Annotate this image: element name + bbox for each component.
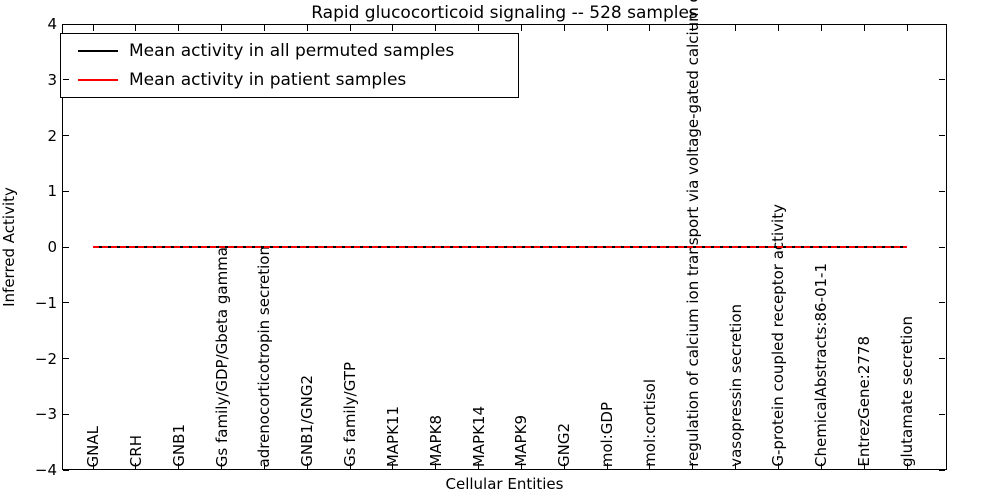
y-tick-right [939, 358, 945, 359]
y-tick-left [63, 246, 69, 248]
y-tick-left [63, 469, 69, 471]
legend-label: Mean activity in patient samples [129, 70, 407, 90]
y-tick-label: −1 [34, 293, 57, 312]
x-tick-top [906, 25, 908, 31]
x-tick-label: mol:cortisol [640, 379, 659, 467]
x-tick-bottom [135, 463, 137, 469]
x-tick-top [306, 25, 308, 31]
x-tick-bottom [178, 463, 180, 469]
y-tick-label: 0 [47, 238, 57, 256]
x-tick-top [692, 25, 694, 31]
x-tick-label: adrenocorticotropin secretion [255, 245, 274, 467]
x-tick-label: MAPK9 [512, 415, 531, 467]
x-tick-bottom [435, 463, 437, 469]
x-tick-bottom [349, 463, 351, 469]
x-tick-label: Gs family/GTP [341, 362, 360, 467]
x-tick-bottom [906, 463, 908, 469]
y-tick-label: 4 [47, 15, 57, 33]
x-tick-top [135, 25, 137, 31]
y-tick-right [939, 246, 945, 248]
chart-title: Rapid glucocorticoid signaling -- 528 sa… [311, 3, 698, 23]
legend: Mean activity in all permuted samples Mea… [60, 33, 519, 98]
y-tick-label: 2 [47, 126, 57, 145]
x-tick-bottom [263, 463, 265, 469]
x-tick-label: EntrezGene:2778 [855, 336, 874, 467]
y-tick-label: −4 [34, 461, 57, 479]
x-tick-bottom [820, 463, 822, 469]
legend-entry: Mean activity in patient samples [61, 66, 518, 95]
x-tick-label: GNG2 [555, 422, 574, 467]
x-tick-label: GNAL [84, 425, 102, 467]
x-tick-bottom [692, 463, 694, 469]
x-tick-bottom [777, 463, 779, 469]
x-tick-top [563, 25, 565, 31]
y-tick-right [939, 469, 945, 471]
series-line-patient [93, 246, 907, 248]
x-tick-label: MAPK11 [383, 405, 402, 467]
legend-line-swatch [78, 79, 118, 81]
x-tick-top [820, 25, 822, 31]
x-tick-top [392, 25, 394, 31]
x-tick-bottom [649, 463, 651, 469]
x-tick-bottom [563, 463, 565, 469]
x-tick-label: ChemicalAbstracts:86-01-1 [812, 263, 831, 467]
y-tick-right [939, 79, 945, 81]
x-tick-top [221, 25, 223, 31]
x-tick-top [178, 25, 180, 31]
x-tick-top [777, 25, 779, 31]
x-tick-label: Gs family/GDP/Gbeta gamma [212, 246, 231, 467]
x-tick-bottom [221, 463, 223, 469]
x-tick-bottom [306, 463, 308, 469]
y-tick-left [63, 302, 69, 304]
x-tick-label: mol:GDP [598, 401, 617, 467]
x-tick-top [478, 25, 480, 31]
y-tick-right [939, 23, 945, 25]
y-tick-left [63, 413, 69, 415]
legend-entry: Mean activity in all permuted samples [61, 37, 518, 66]
x-tick-top [435, 25, 437, 31]
y-tick-right [939, 135, 945, 136]
x-tick-top [92, 25, 94, 31]
x-tick-label: GNB1 [169, 424, 188, 467]
y-tick-label: 3 [47, 70, 57, 89]
y-tick-right [939, 413, 945, 415]
x-tick-bottom [478, 463, 480, 469]
x-tick-top [520, 25, 522, 31]
x-tick-bottom [735, 463, 737, 469]
x-axis-label: Cellular Entities [445, 475, 564, 493]
y-axis-label: Inferred Activity [0, 187, 18, 307]
x-tick-label: vasopressin secretion [726, 304, 745, 467]
x-tick-top [649, 25, 651, 31]
x-tick-label: G-protein coupled receptor activity [769, 204, 788, 467]
x-tick-label: MAPK8 [426, 415, 445, 467]
x-tick-top [735, 25, 737, 31]
y-tick-label: −3 [34, 405, 57, 424]
y-tick-left [63, 190, 69, 192]
y-tick-label: 1 [47, 182, 57, 201]
y-tick-label: −2 [34, 349, 57, 368]
x-tick-label: glutamate secretion [898, 315, 916, 467]
x-tick-label: regulation of calcium ion transport via … [683, 0, 702, 467]
x-tick-top [606, 25, 608, 31]
y-tick-right [939, 190, 945, 192]
y-tick-left [63, 79, 69, 81]
x-tick-bottom [392, 463, 394, 469]
legend-label: Mean activity in all permuted samples [129, 41, 455, 61]
x-tick-top [263, 25, 265, 31]
y-tick-left [63, 23, 69, 25]
x-tick-bottom [606, 463, 608, 469]
x-tick-bottom [92, 463, 94, 469]
x-tick-label: GNB1/GNG2 [298, 375, 317, 467]
x-tick-top [863, 25, 865, 31]
x-tick-top [349, 25, 351, 31]
legend-line-swatch [78, 50, 118, 52]
y-tick-left [63, 358, 69, 359]
x-tick-label: CRH [126, 434, 145, 467]
x-tick-bottom [863, 463, 865, 469]
x-tick-bottom [520, 463, 522, 469]
y-tick-left [63, 135, 69, 136]
y-tick-right [939, 302, 945, 304]
x-tick-label: MAPK14 [469, 405, 488, 467]
